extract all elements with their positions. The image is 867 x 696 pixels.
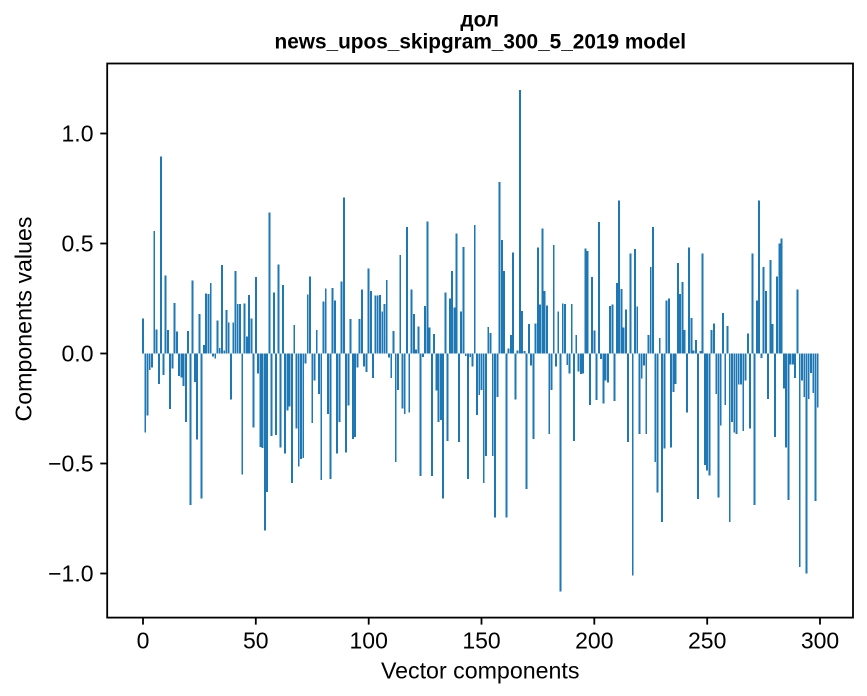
svg-text:−0.5: −0.5	[48, 451, 93, 477]
svg-text:1.0: 1.0	[62, 121, 94, 147]
svg-text:50: 50	[243, 628, 269, 654]
svg-text:Vector components: Vector components	[381, 657, 580, 683]
svg-text:Components values: Components values	[11, 217, 37, 422]
svg-text:0.5: 0.5	[62, 231, 94, 257]
svg-text:news_upos_skipgram_300_5_2019: news_upos_skipgram_300_5_2019 model	[275, 31, 687, 54]
svg-text:0.0: 0.0	[62, 341, 94, 367]
svg-text:−1.0: −1.0	[48, 561, 93, 587]
svg-text:дол: дол	[460, 9, 499, 32]
svg-text:300: 300	[801, 628, 839, 654]
svg-text:100: 100	[350, 628, 388, 654]
svg-text:250: 250	[688, 628, 726, 654]
svg-text:200: 200	[575, 628, 613, 654]
svg-text:0: 0	[137, 628, 150, 654]
svg-text:150: 150	[462, 628, 500, 654]
